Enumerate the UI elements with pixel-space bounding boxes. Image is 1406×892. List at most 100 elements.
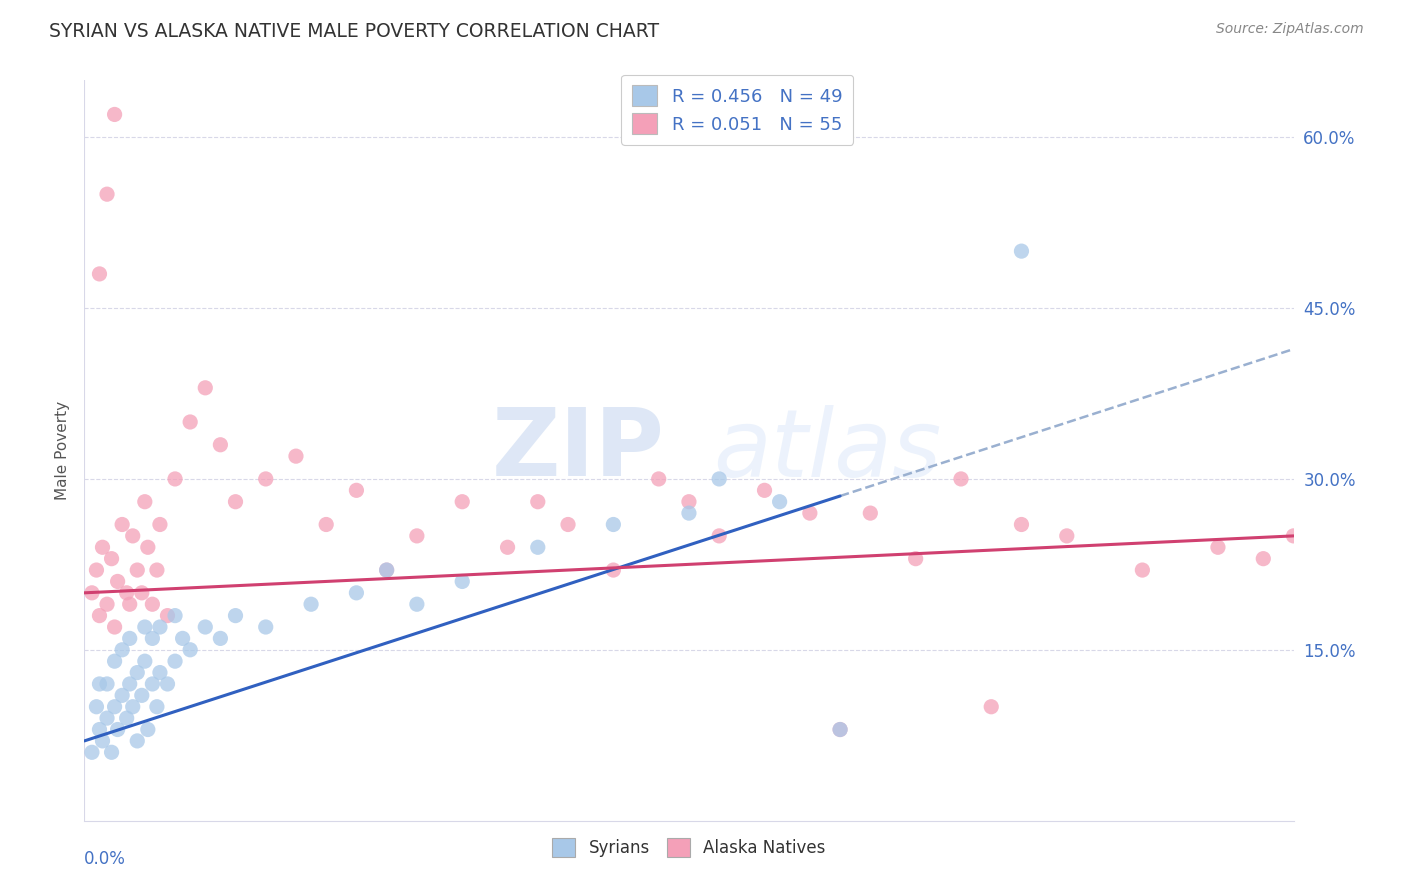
Point <box>346 483 368 498</box>
Point <box>179 642 201 657</box>
Point <box>121 529 143 543</box>
Point <box>557 517 579 532</box>
Point <box>89 723 111 737</box>
Point <box>406 529 429 543</box>
Point <box>89 677 111 691</box>
Point <box>134 494 156 508</box>
Point <box>980 699 1002 714</box>
Point <box>96 187 118 202</box>
Point <box>346 586 368 600</box>
Point <box>111 642 134 657</box>
Point <box>1206 541 1229 555</box>
Point <box>96 677 118 691</box>
Point <box>165 472 187 486</box>
Point <box>91 541 114 555</box>
Point <box>146 699 169 714</box>
Point <box>799 506 821 520</box>
Point <box>149 620 172 634</box>
Point <box>136 723 159 737</box>
Point <box>141 597 163 611</box>
Point <box>89 608 111 623</box>
Point <box>134 620 156 634</box>
Point <box>194 620 217 634</box>
Point <box>86 699 108 714</box>
Point <box>209 632 232 646</box>
Point <box>91 734 114 748</box>
Point <box>254 472 277 486</box>
Point <box>1130 563 1153 577</box>
Point <box>86 563 108 577</box>
Point <box>118 632 141 646</box>
Point <box>107 574 129 589</box>
Point <box>406 597 429 611</box>
Point <box>131 689 153 703</box>
Point <box>131 586 153 600</box>
Point <box>1011 244 1033 259</box>
Text: 0.0%: 0.0% <box>84 850 127 868</box>
Point <box>89 267 111 281</box>
Point <box>225 608 247 623</box>
Point <box>496 541 519 555</box>
Point <box>149 665 172 680</box>
Point <box>527 541 550 555</box>
Point <box>194 381 217 395</box>
Point <box>1253 551 1275 566</box>
Point <box>648 472 671 486</box>
Point <box>100 551 122 566</box>
Legend: Syrians, Alaska Natives: Syrians, Alaska Natives <box>546 831 832 864</box>
Point <box>118 677 141 691</box>
Point <box>115 711 138 725</box>
Point <box>149 517 172 532</box>
Point <box>830 723 852 737</box>
Point <box>104 699 127 714</box>
Point <box>375 563 398 577</box>
Point <box>602 563 624 577</box>
Point <box>96 711 118 725</box>
Point <box>165 608 187 623</box>
Text: Source: ZipAtlas.com: Source: ZipAtlas.com <box>1216 22 1364 37</box>
Point <box>299 597 322 611</box>
Point <box>141 677 163 691</box>
Point <box>678 494 700 508</box>
Point <box>709 472 731 486</box>
Point <box>104 107 127 121</box>
Point <box>859 506 882 520</box>
Point <box>165 654 187 668</box>
Point <box>904 551 927 566</box>
Point <box>111 689 134 703</box>
Point <box>254 620 277 634</box>
Text: atlas: atlas <box>713 405 942 496</box>
Point <box>107 723 129 737</box>
Point <box>225 494 247 508</box>
Point <box>1011 517 1033 532</box>
Point <box>127 734 149 748</box>
Point <box>602 517 624 532</box>
Text: ZIP: ZIP <box>492 404 665 497</box>
Point <box>127 563 149 577</box>
Y-axis label: Male Poverty: Male Poverty <box>55 401 70 500</box>
Point <box>136 541 159 555</box>
Point <box>754 483 776 498</box>
Point <box>100 745 122 759</box>
Point <box>96 597 118 611</box>
Point <box>315 517 337 532</box>
Point <box>1056 529 1078 543</box>
Point <box>127 665 149 680</box>
Point <box>769 494 792 508</box>
Point <box>678 506 700 520</box>
Point <box>80 745 103 759</box>
Point <box>156 608 179 623</box>
Point <box>179 415 201 429</box>
Point <box>527 494 550 508</box>
Point <box>285 449 308 463</box>
Point <box>104 620 127 634</box>
Point <box>80 586 103 600</box>
Point <box>451 574 474 589</box>
Point <box>104 654 127 668</box>
Point <box>146 563 169 577</box>
Point <box>709 529 731 543</box>
Point <box>115 586 138 600</box>
Point <box>134 654 156 668</box>
Point <box>111 517 134 532</box>
Point <box>156 677 179 691</box>
